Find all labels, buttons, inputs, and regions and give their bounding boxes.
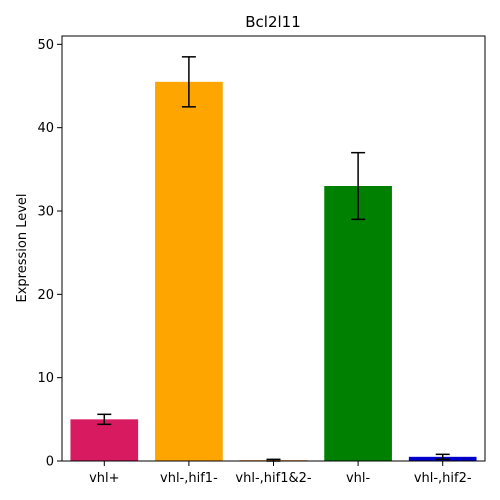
y-tick-label-0: 0 (46, 455, 54, 470)
axes-frame (61, 35, 486, 462)
bar-0 (70, 419, 139, 461)
bar-1 (155, 81, 223, 461)
y-tick-label-5: 50 (37, 38, 54, 53)
x-tick-label-1: vhl-,hif1- (160, 471, 218, 486)
plot-area: vhl+ vhl-,hif1- vhl-,hif1&2- vhl-vhl-,hif2-… (37, 35, 486, 486)
x-tick-label-4: vhl-,hif2- (414, 471, 472, 486)
y-tick-label-2: 20 (37, 288, 54, 303)
y-tick-label-3: 30 (37, 205, 54, 220)
y-axis-label: Expression Level (15, 193, 30, 302)
chart-title: Bcl2l11 (245, 13, 301, 31)
x-tick-label-2: vhl-,hif1&2- (235, 471, 311, 486)
bar-3 (324, 186, 392, 461)
x-tick-label-3: vhl- (346, 471, 371, 486)
x-tick-label-0: vhl+ (89, 471, 119, 486)
y-tick-label-1: 10 (37, 371, 54, 386)
y-tick-label-4: 40 (37, 121, 54, 136)
